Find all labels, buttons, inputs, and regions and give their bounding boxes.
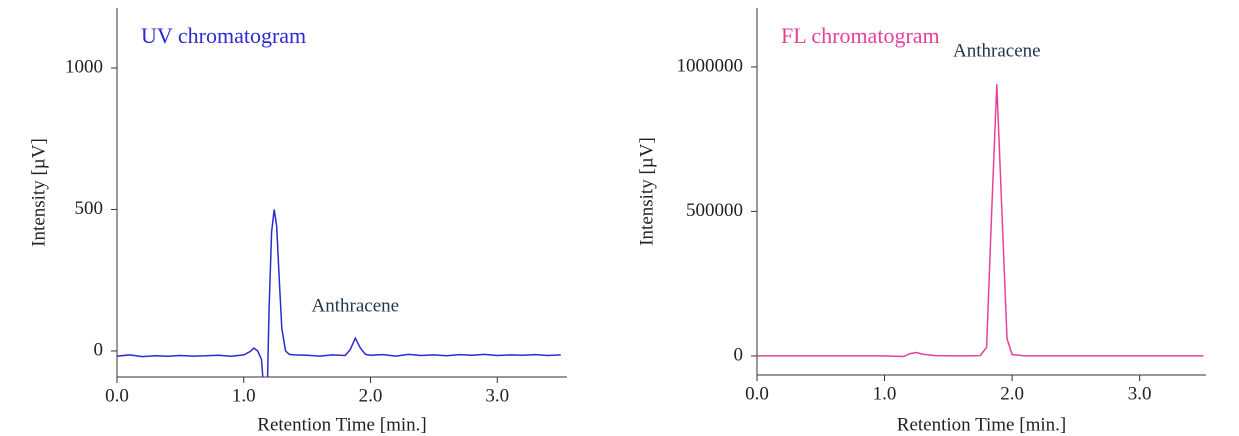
x-tick-label: 2.0 (1000, 383, 1024, 404)
x-tick-label: 2.0 (359, 385, 383, 406)
chart-title: UV chromatogram (141, 23, 306, 48)
x-axis-label: Retention Time [min.] (897, 414, 1066, 435)
x-tick-label: 3.0 (485, 385, 509, 406)
annotation: Anthracene (312, 295, 400, 316)
x-tick-label: 3.0 (1128, 383, 1152, 404)
line-series (757, 84, 1204, 358)
y-axis-label: Intensity [µV] (28, 138, 49, 247)
line-series (117, 209, 561, 377)
x-tick-label: 0.0 (745, 383, 769, 404)
x-axis-label: Retention Time [min.] (257, 414, 426, 435)
y-axis-label: Intensity [µV] (636, 137, 657, 246)
y-tick-label: 1000 (65, 56, 103, 77)
y-tick-label: 500000 (686, 200, 743, 221)
y-tick-label: 500 (75, 198, 104, 219)
x-tick-label: 1.0 (232, 385, 256, 406)
chart-title: FL chromatogram (781, 23, 940, 48)
x-tick-label: 1.0 (873, 383, 897, 404)
y-tick-label: 0 (734, 344, 744, 365)
x-tick-label: 0.0 (105, 385, 129, 406)
annotation: Anthracene (953, 40, 1041, 61)
y-tick-label: 1000000 (677, 55, 744, 76)
y-tick-label: 0 (94, 339, 104, 360)
